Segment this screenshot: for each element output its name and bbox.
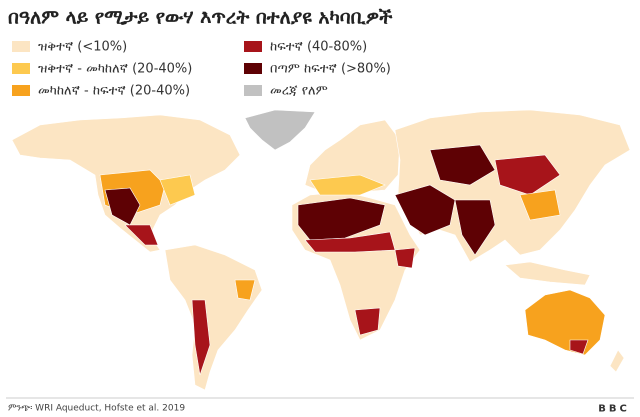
legend-label: መካከለኛ - ከፍተኛ (20-40%) xyxy=(38,84,190,99)
legend-swatch xyxy=(244,41,262,52)
india-stress xyxy=(454,199,496,256)
brazil-east-stress xyxy=(234,279,256,301)
north-africa-stress xyxy=(297,197,386,241)
legend: ዝቅተኛ (<10%) ዝቅተኛ - መካከለኛ (20-40%) መካከለኛ - … xyxy=(12,40,391,99)
greenland xyxy=(244,109,316,151)
title: በዓለም ላይ የሚታይ የውሃ እጥረት በተለያዩ አካባቢዎች xyxy=(8,7,393,29)
legend-label: በጣም ከፍተኛ (>80%) xyxy=(270,62,391,77)
legend-label: ዝቅተኛ - መካከለኛ (20-40%) xyxy=(38,62,192,77)
south-america xyxy=(164,244,263,391)
mexico-stress xyxy=(124,224,159,246)
china-north-stress xyxy=(494,154,561,196)
logo-box xyxy=(596,402,632,414)
legend-swatch xyxy=(12,63,30,74)
southern-africa-stress xyxy=(354,307,381,336)
new-zealand xyxy=(609,349,625,373)
us-east-stress xyxy=(159,174,196,206)
source: ምንጭ፡ WRI Aqueduct, Hofste et al. 2019 xyxy=(8,404,185,414)
central-asia-stress xyxy=(429,144,496,186)
legend-swatch xyxy=(12,85,30,96)
indonesia xyxy=(504,261,591,286)
us-southwest-stress xyxy=(104,187,141,226)
logo-text: BBC xyxy=(598,404,630,415)
legend-label: ከፍተኛ (40-80%) xyxy=(270,40,367,55)
world-map xyxy=(11,109,631,391)
middle-east-stress xyxy=(394,184,456,236)
chile-stress xyxy=(191,299,211,376)
china-south-stress xyxy=(519,189,561,221)
australia-south-stress xyxy=(569,339,589,355)
horn-africa-stress xyxy=(394,247,416,269)
legend-swatch xyxy=(244,63,262,74)
legend-label: መረጃ የለም xyxy=(270,84,328,99)
bbc-logo: BBC xyxy=(596,402,632,415)
europe-south-stress xyxy=(309,174,386,196)
legend-swatch xyxy=(12,41,30,52)
australia xyxy=(524,289,606,356)
legend-label: ዝቅተኛ (<10%) xyxy=(38,40,127,55)
legend-swatch xyxy=(244,85,262,96)
